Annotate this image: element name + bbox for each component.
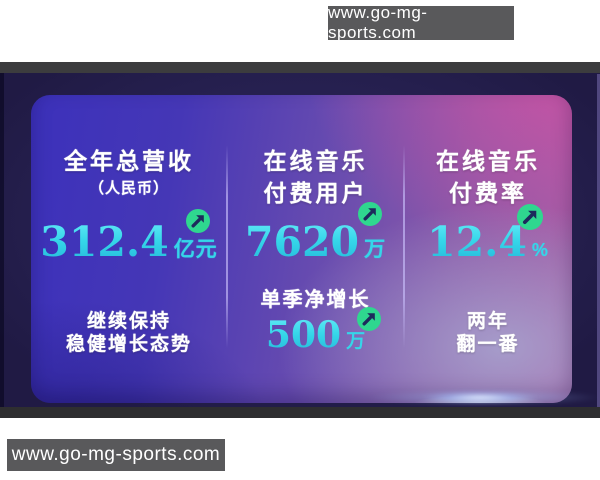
- column-divider-1: [226, 145, 228, 348]
- metric-note: 翻一番: [456, 334, 520, 355]
- watermark-bottom: www.go-mg-sports.com: [7, 439, 225, 471]
- metric-unit: %: [531, 240, 549, 260]
- growth-arrow-icon: [517, 204, 543, 230]
- metric-note: 继续保持: [86, 311, 171, 332]
- growth-arrow-icon: [186, 209, 210, 233]
- revenue-column: 全年总营收 （人民币） 312.4 亿元 继续保持 稳健增长态势: [31, 95, 227, 403]
- column-divider-2: [403, 145, 405, 348]
- frame-bottom-band: [0, 407, 600, 418]
- secondary-metric-label: 单季净增长: [260, 289, 371, 311]
- frame-left-shade: [0, 73, 4, 407]
- watermark-top-text: www.go-mg-sports.com: [328, 3, 428, 42]
- metric-note: 两年: [466, 311, 509, 332]
- paying-ratio-column: 在线音乐 付费率 12.4 % 两年 翻一番: [404, 95, 572, 403]
- card-bottom-glow: [421, 392, 539, 403]
- column-title: 在线音乐: [263, 148, 368, 174]
- column-title: 付费用户: [263, 180, 368, 206]
- stats-card: 全年总营收 （人民币） 312.4 亿元 继续保持 稳健增长态势 在线音乐 付费…: [31, 95, 600, 406]
- metric-value-row: 7620 万: [227, 219, 404, 265]
- metric-value-row: 12.4 %: [404, 219, 572, 265]
- growth-arrow-icon: [357, 307, 381, 331]
- column-title: 全年总营收: [64, 148, 194, 174]
- secondary-metric-value: 500: [265, 314, 342, 356]
- watermark-bottom-text: www.go-mg-sports.com: [11, 444, 221, 465]
- column-subtitle: （人民币）: [88, 180, 169, 197]
- metric-value: 312.4: [40, 218, 169, 266]
- column-title: 在线音乐: [436, 148, 540, 174]
- metric-unit: 亿元: [173, 238, 218, 261]
- frame-right-edge: [597, 74, 600, 407]
- metric-value-row: 312.4 亿元: [31, 219, 227, 265]
- secondary-metric-unit: 万: [346, 331, 366, 352]
- metric-value: 7620: [244, 218, 360, 266]
- growth-arrow-icon: [358, 202, 382, 226]
- paying-users-column: 在线音乐 付费用户 7620 万 单季净增长 500 万: [227, 95, 404, 403]
- column-title: 付费率: [449, 180, 527, 206]
- metric-value: 12.4: [427, 218, 527, 266]
- metric-unit: 万: [364, 238, 387, 261]
- secondary-metric-row: 500 万: [227, 315, 404, 355]
- watermark-top: www.go-mg-sports.com: [328, 3, 514, 42]
- metric-note: 稳健增长态势: [65, 334, 192, 355]
- frame-top-band: [0, 62, 600, 73]
